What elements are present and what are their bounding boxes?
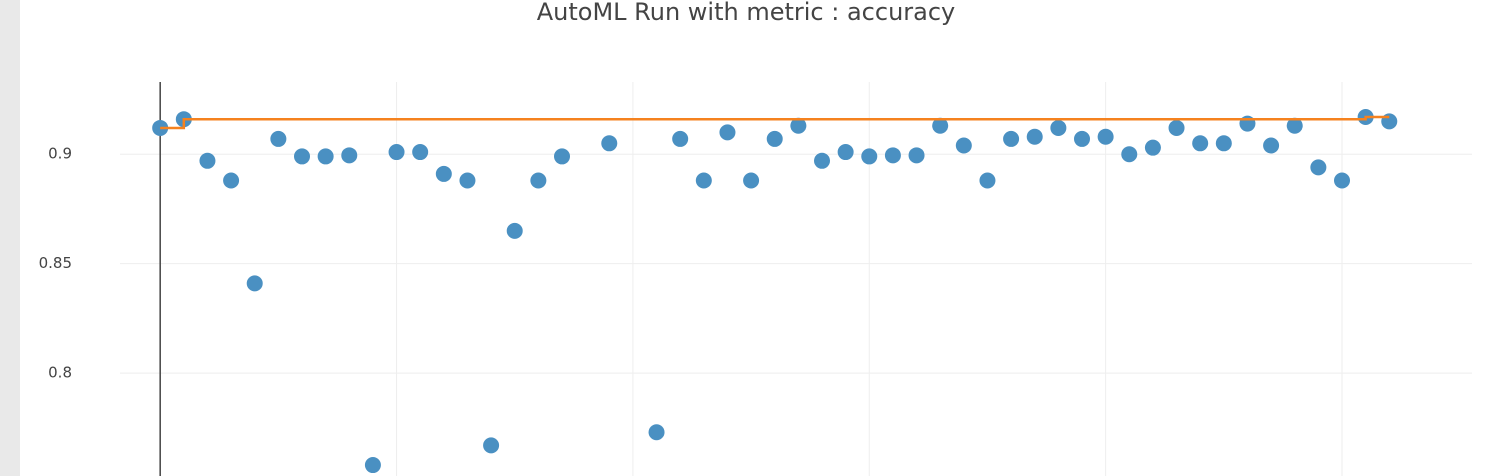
point — [483, 437, 500, 454]
point — [270, 130, 287, 147]
point — [766, 130, 783, 147]
point — [1215, 135, 1232, 152]
point — [743, 172, 760, 189]
point — [435, 165, 452, 182]
point — [1334, 172, 1350, 189]
y-tick-label: 0.8 — [48, 364, 72, 382]
point — [1263, 137, 1280, 154]
point — [1003, 130, 1020, 147]
point — [837, 144, 854, 161]
point — [884, 147, 901, 164]
point — [955, 137, 972, 154]
point — [317, 148, 334, 165]
point — [341, 147, 358, 164]
point — [1026, 128, 1043, 145]
best-line — [160, 115, 1390, 130]
point — [1121, 146, 1138, 163]
chart-title: AutoML Run with metric : accuracy — [537, 0, 956, 26]
point — [246, 275, 263, 292]
point — [908, 147, 925, 164]
point — [979, 172, 996, 189]
point — [364, 457, 381, 474]
point — [459, 172, 476, 189]
point — [412, 144, 429, 161]
point — [601, 135, 618, 152]
y-tick-label: 0.9 — [48, 145, 72, 163]
point — [932, 117, 949, 134]
chart-background — [20, 0, 1472, 476]
point — [719, 124, 736, 141]
chart-margin — [1472, 0, 1502, 476]
point — [1050, 119, 1067, 136]
point — [223, 172, 240, 189]
point — [648, 424, 665, 441]
point — [790, 117, 807, 134]
y-tick-label: 0.85 — [39, 254, 72, 272]
point — [861, 148, 878, 165]
point — [1286, 117, 1303, 134]
point — [1097, 128, 1114, 145]
point — [199, 152, 216, 169]
point — [294, 148, 310, 165]
point — [1074, 130, 1090, 147]
point — [672, 130, 689, 147]
point — [814, 152, 830, 169]
point — [388, 144, 405, 161]
point — [1168, 119, 1185, 136]
point — [554, 148, 570, 165]
point — [506, 222, 523, 239]
point — [530, 172, 547, 189]
point — [1310, 159, 1327, 176]
point — [1144, 139, 1161, 156]
point — [695, 172, 712, 189]
point — [1192, 135, 1209, 152]
